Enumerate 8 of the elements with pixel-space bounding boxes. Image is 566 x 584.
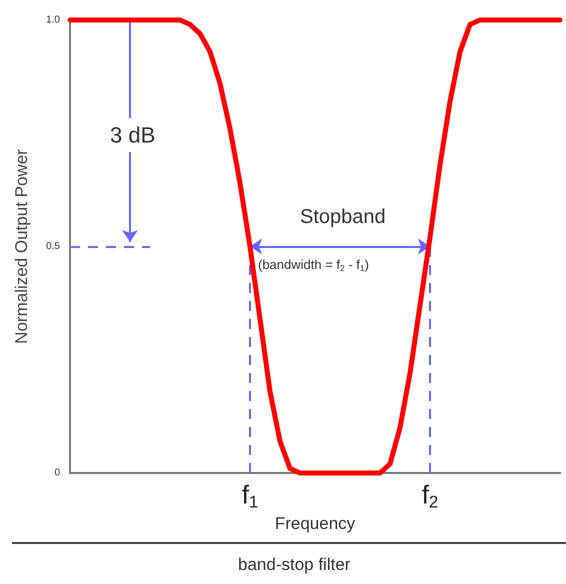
- y-axis-title: Normalized Output Power: [12, 148, 31, 344]
- y-tick-label: 0.5: [46, 241, 60, 252]
- annotation: Stopband: [300, 206, 386, 228]
- text: band-stop filter: [238, 555, 351, 574]
- annotation: 3 dB: [110, 122, 156, 148]
- y-tick-label: 0: [54, 468, 60, 478]
- y-tick-label: 1.0: [46, 14, 60, 26]
- x-axis-title: Frequency: [274, 514, 356, 534]
